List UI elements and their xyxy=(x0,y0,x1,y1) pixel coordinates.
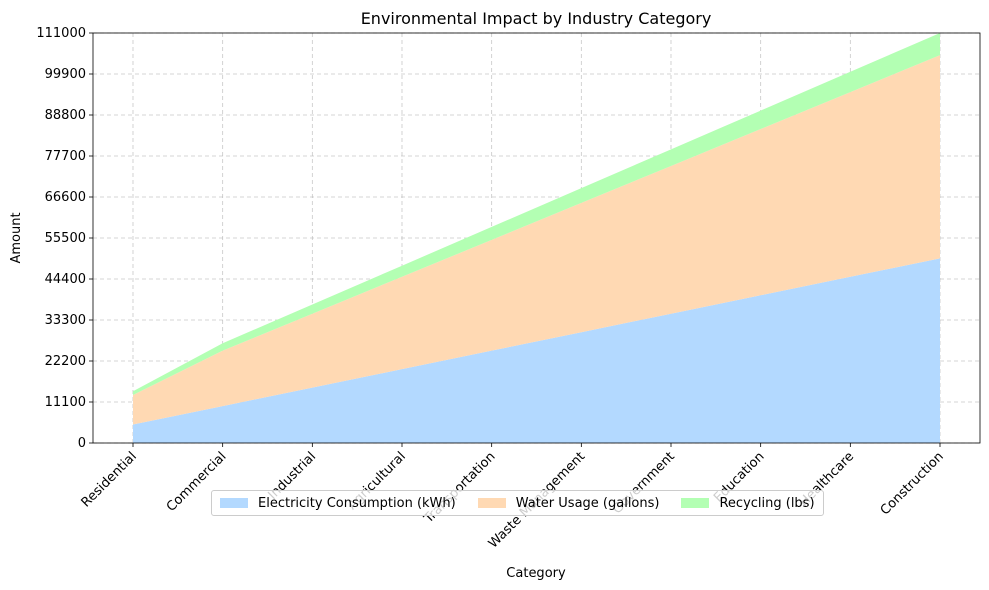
legend-label-water: Water Usage (gallons) xyxy=(515,495,660,511)
y-tick-label: 88800 xyxy=(45,108,86,123)
y-tick-label: 22200 xyxy=(45,354,86,369)
y-tick-label: 99900 xyxy=(45,67,86,82)
y-axis-label: Amount xyxy=(9,212,24,263)
y-tick-label: 55500 xyxy=(45,231,86,246)
legend-item-electricity: Electricity Consumption (kWh) xyxy=(220,496,456,511)
x-axis-label: Category xyxy=(506,566,566,581)
legend-item-water: Water Usage (gallons) xyxy=(477,495,660,511)
area-series-2 xyxy=(133,55,940,425)
x-tick-label: Construction xyxy=(878,449,947,518)
y-tick-label: 0 xyxy=(78,436,86,451)
legend: Electricity Consumption (kWh) Water Usag… xyxy=(211,490,824,516)
area-series xyxy=(133,33,940,443)
y-axis-ticks: 0 11100 22200 33300 44400 55500 66600 77700 8880… xyxy=(36,26,93,451)
y-tick-label: 111000 xyxy=(36,26,86,41)
chart-title: Environmental Impact by Industry Categor… xyxy=(361,9,712,28)
y-tick-label: 44400 xyxy=(45,272,86,287)
legend-swatch-recycling xyxy=(681,498,710,508)
legend-swatch-water xyxy=(477,498,506,508)
legend-item-recycling: Recycling (lbs) xyxy=(681,495,815,511)
area-series-1 xyxy=(133,258,940,443)
legend-label-recycling: Recycling (lbs) xyxy=(719,495,815,511)
y-tick-label: 77700 xyxy=(45,149,86,164)
legend-label-electricity: Electricity Consumption (kWh) xyxy=(258,495,456,511)
y-tick-label: 66600 xyxy=(45,190,86,205)
x-tick-label: Residential xyxy=(79,449,140,510)
y-tick-label: 11100 xyxy=(45,395,86,410)
legend-swatch-electricity xyxy=(220,498,248,508)
y-tick-label: 33300 xyxy=(45,313,86,328)
area-series-3 xyxy=(133,33,940,395)
